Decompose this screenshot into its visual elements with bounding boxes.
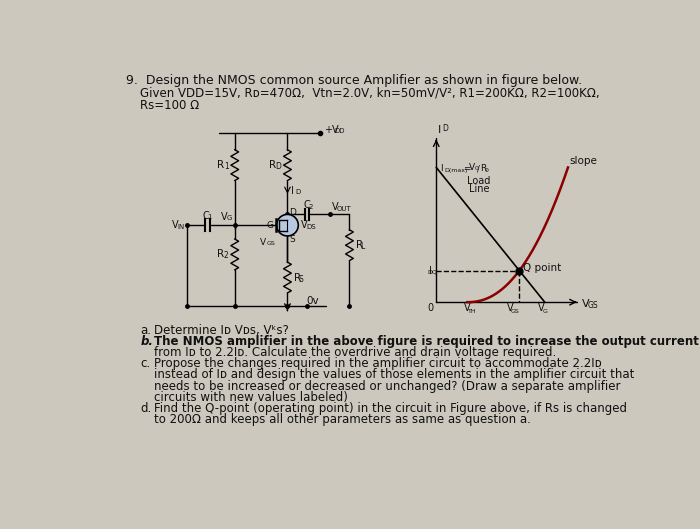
Text: DD: DD [334,128,344,134]
Text: 2: 2 [224,251,228,260]
Text: DQ: DQ [427,270,437,275]
Text: R: R [270,160,276,170]
Text: S: S [298,275,303,284]
Text: to 200Ω and keeps all other parameters as same as question a.: to 200Ω and keeps all other parameters a… [154,413,531,426]
Text: G: G [542,309,547,314]
Text: Q point: Q point [523,262,561,272]
Text: Propose the changes required in the amplifier circuit to accommodate 2.2Iᴅ: Propose the changes required in the ampl… [154,357,602,370]
Circle shape [276,214,298,236]
Text: D: D [275,162,281,171]
Text: b.: b. [140,335,153,348]
Text: D: D [295,189,300,195]
Text: V: V [538,304,544,313]
Text: IN: IN [177,224,184,230]
Text: V: V [260,238,267,247]
Text: I: I [438,125,441,135]
Text: =: = [463,165,471,174]
Text: GS: GS [267,241,275,246]
Text: S: S [289,234,295,243]
Text: 2: 2 [309,204,313,209]
Text: V: V [220,212,228,222]
Text: I: I [440,165,442,174]
Text: R: R [217,160,224,170]
Text: Rs=100 Ω: Rs=100 Ω [140,99,199,112]
Text: c.: c. [140,357,150,370]
Text: GS: GS [587,301,598,310]
Text: I: I [430,266,433,276]
Text: D(max): D(max) [444,168,468,173]
Text: Line: Line [468,184,489,194]
Text: R: R [217,250,224,259]
Text: V: V [172,220,179,230]
Text: instead of Iᴅ and design the values of those elements in the amplifier circuit t: instead of Iᴅ and design the values of t… [154,368,634,381]
Text: +V: +V [324,125,339,135]
Text: Find the Q-point (operating point) in the circuit in Figure above, if Rs is chan: Find the Q-point (operating point) in th… [154,402,627,415]
Text: circuits with new values labeled): circuits with new values labeled) [154,391,348,404]
Text: d.: d. [140,402,151,415]
Text: D: D [289,208,296,217]
Text: D: D [442,124,448,133]
Text: V: V [464,304,470,313]
Text: V: V [300,220,307,230]
Text: L: L [360,242,365,251]
Text: I: I [290,186,293,196]
Text: needs to be increased or decreased or unchanged? (Draw a separate amplifier: needs to be increased or decreased or un… [154,380,621,393]
Text: DS: DS [306,224,316,230]
Text: C: C [304,200,310,210]
Text: Load: Load [467,176,491,186]
Text: OUT: OUT [337,206,352,212]
Text: 0: 0 [485,168,489,173]
Text: R: R [480,165,486,174]
Text: 1: 1 [224,162,228,171]
Text: /: / [477,165,480,174]
Text: TH: TH [468,309,476,314]
Text: G: G [267,222,274,231]
Text: 0v: 0v [307,296,319,306]
Text: GS: GS [510,309,519,314]
Text: The NMOS amplifier in the above figure is required to increase the output curren: The NMOS amplifier in the above figure i… [154,335,699,348]
Text: C: C [203,211,209,221]
Text: slope: slope [570,156,597,166]
Text: 0: 0 [427,303,433,313]
Text: R: R [356,240,363,250]
Text: 0: 0 [474,167,478,171]
Text: V: V [507,304,513,313]
Text: 1: 1 [208,214,212,221]
Text: V: V [332,203,338,213]
Text: a.: a. [140,324,151,337]
Text: 9.  Design the NMOS common source Amplifier as shown in figure below.: 9. Design the NMOS common source Amplifi… [126,74,582,87]
Text: from Iᴅ to 2.2Iᴅ. Calculate the overdrive and drain voltage required.: from Iᴅ to 2.2Iᴅ. Calculate the overdriv… [154,346,556,359]
Text: G: G [226,215,232,221]
Text: Determine Iᴅ Vᴅs, Vᵏs?: Determine Iᴅ Vᴅs, Vᵏs? [154,324,289,337]
Text: V: V [469,163,475,172]
Text: V: V [582,299,589,309]
Text: R: R [294,272,301,282]
Text: Given VDD=15V, Rᴅ=470Ω,  Vtn=2.0V, kn=50mV/V², R1=200KΩ, R2=100KΩ,: Given VDD=15V, Rᴅ=470Ω, Vtn=2.0V, kn=50m… [140,87,600,99]
